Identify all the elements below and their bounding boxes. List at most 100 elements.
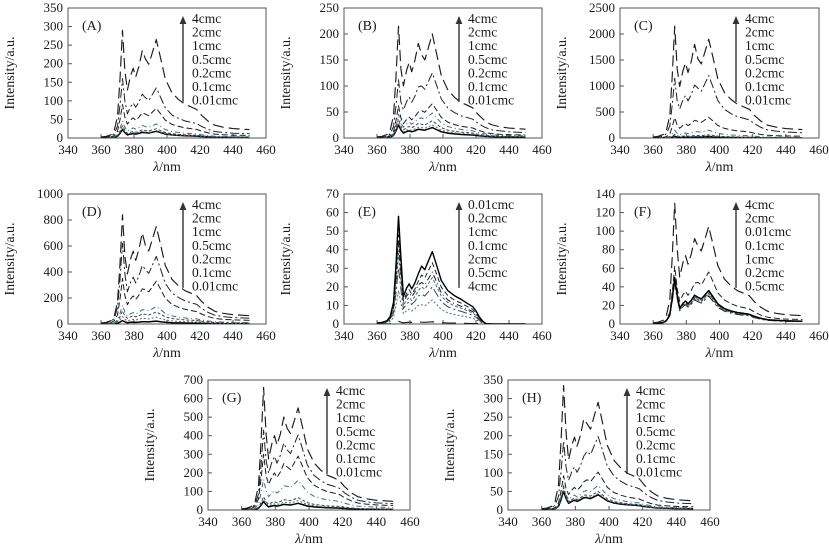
legend-label: 0.01cmc	[745, 93, 791, 108]
x-tick-label: 440	[499, 142, 519, 157]
series-group	[241, 386, 394, 510]
panel-f: 0 20 40 60 80 100 120 140 340 360 380 400 420 440 460 λ…	[552, 186, 829, 372]
legend-label: 0.2cmc	[468, 211, 507, 226]
y-tick-label: 300	[184, 446, 204, 461]
series-line-4cmc	[376, 25, 526, 138]
x-axis-label: λ/nm	[152, 160, 181, 175]
legend-arrow-up-icon	[323, 388, 331, 396]
legend-label: 0.5cmc	[468, 52, 507, 67]
legend-label: 2cmc	[336, 397, 365, 412]
chart-svg-d: 0 200 400 600 800 1000 340 360 380 400 420 440 460 λ/…	[3, 186, 276, 361]
legend-label: 0.01cmc	[192, 279, 238, 294]
x-tick-label: 400	[433, 142, 453, 157]
legend-label: 1cmc	[336, 410, 365, 425]
x-tick-label: 360	[532, 514, 552, 529]
series-line-0.1cmc	[101, 316, 250, 324]
y-tick-label: 150	[44, 74, 64, 89]
x-tick-label: 340	[58, 142, 78, 157]
series-line-1cmc	[100, 278, 250, 324]
y-tick-label: 150	[484, 446, 504, 461]
legend-label: 2cmc	[468, 251, 497, 266]
series-line-2cmc	[376, 72, 526, 138]
x-axis-label: λ/nm	[594, 532, 623, 547]
series-line-4cmc	[100, 214, 250, 324]
y-tick-label: 600	[44, 238, 64, 253]
x-tick-label: 400	[299, 514, 319, 529]
legend-label: 0.01cmc	[636, 465, 682, 480]
series-line-1cmc	[653, 116, 803, 138]
legend-label: 0.1cmc	[336, 451, 375, 466]
y-tick-label: 0	[497, 502, 504, 517]
panel-d: 0 200 400 600 800 1000 340 360 380 400 420 440 460 λ/…	[0, 186, 276, 372]
series-line-0.5cmc	[100, 304, 250, 324]
series-line-1cmc	[376, 241, 526, 324]
panel-g: 0 100 200 300 400 500 600 700 340 360 380 400 420 440…	[140, 372, 420, 558]
x-tick-label: 440	[223, 328, 243, 343]
legend-label: 4cmc	[468, 279, 497, 294]
legend-label: 0.1cmc	[192, 265, 231, 280]
y-tick-label: 60	[602, 260, 615, 275]
series-line-0.5cmc	[241, 478, 394, 510]
y-tick-label: 0	[57, 316, 64, 331]
x-tick-label: 400	[157, 142, 177, 157]
panel-tag: (H)	[522, 391, 542, 406]
legend-label: 2cmc	[745, 211, 774, 226]
panel-a: 0 50 100 150 200 250 300 350 340 360 380 400 420 440 4…	[0, 0, 276, 186]
series-group	[376, 215, 526, 324]
legend-label: 0.1cmc	[192, 79, 231, 94]
series-group	[653, 202, 803, 324]
legend-label: 4cmc	[636, 383, 665, 398]
y-axis-label: Intensity/a.u.	[443, 408, 458, 481]
panel-e: 0 10 20 30 40 50 60 70 340 360 380 400 420 440 460 λ/nm…	[276, 186, 552, 372]
x-tick-label: 340	[334, 142, 354, 157]
y-tick-label: 100	[184, 483, 204, 498]
legend-label: 2cmc	[468, 25, 497, 40]
y-tick-label: 50	[50, 111, 63, 126]
legend-label: 0.2cmc	[636, 437, 675, 452]
series-line-0.1cmc	[377, 122, 526, 138]
legend-arrow-up-icon	[732, 16, 740, 24]
y-tick-label: 350	[484, 372, 504, 387]
x-tick-label: 440	[776, 328, 796, 343]
panel-c: 0 500 1000 1500 2000 2500 340 360 380 400 420 440 46…	[552, 0, 829, 186]
y-tick-label: 150	[320, 52, 340, 67]
y-tick-label: 200	[184, 465, 204, 480]
y-tick-label: 60	[326, 205, 339, 220]
chart-svg-b: 0 50 100 150 200 250 340 360 380 400 420 440 460 λ/nm…	[279, 0, 552, 175]
chart-svg-e: 0 10 20 30 40 50 60 70 340 360 380 400 420 440 460 λ/nm…	[279, 186, 552, 361]
x-tick-label: 340	[198, 514, 218, 529]
series-line-0.2cmc	[653, 133, 803, 138]
legend-label: 0.5cmc	[745, 279, 784, 294]
legend-label: 4cmc	[336, 383, 365, 398]
x-tick-label: 400	[710, 142, 730, 157]
legend-arrow-up-icon	[623, 388, 631, 396]
series-line-2cmc	[100, 242, 250, 324]
y-tick-label: 100	[596, 223, 616, 238]
x-tick-label: 420	[190, 328, 210, 343]
series-line-4cmc	[541, 385, 694, 510]
x-tick-label: 420	[466, 328, 486, 343]
chart-svg-f: 0 20 40 60 80 100 120 140 340 360 380 400 420 440 460 λ…	[555, 186, 829, 361]
x-tick-label: 460	[532, 142, 552, 157]
y-tick-label: 400	[44, 264, 64, 279]
x-tick-label: 400	[599, 514, 619, 529]
panel-tag: (C)	[634, 19, 653, 34]
legend-label: 4cmc	[745, 11, 774, 26]
x-tick-label: 360	[91, 142, 111, 157]
series-line-2cmc	[241, 429, 394, 510]
series-group	[541, 385, 694, 510]
figure-row-1: 0 50 100 150 200 250 300 350 340 360 380 400 420 440 4…	[0, 0, 829, 186]
series-group	[653, 25, 803, 138]
x-tick-label: 400	[157, 328, 177, 343]
legend-label: 0.1cmc	[745, 79, 784, 94]
series-line-0.5cmc	[541, 485, 694, 510]
legend-label: 2cmc	[636, 397, 665, 412]
x-tick-label: 460	[532, 328, 552, 343]
y-tick-label: 500	[596, 104, 616, 119]
x-tick-label: 440	[667, 514, 687, 529]
y-tick-label: 600	[184, 391, 204, 406]
legend-label: 0.2cmc	[468, 65, 507, 80]
